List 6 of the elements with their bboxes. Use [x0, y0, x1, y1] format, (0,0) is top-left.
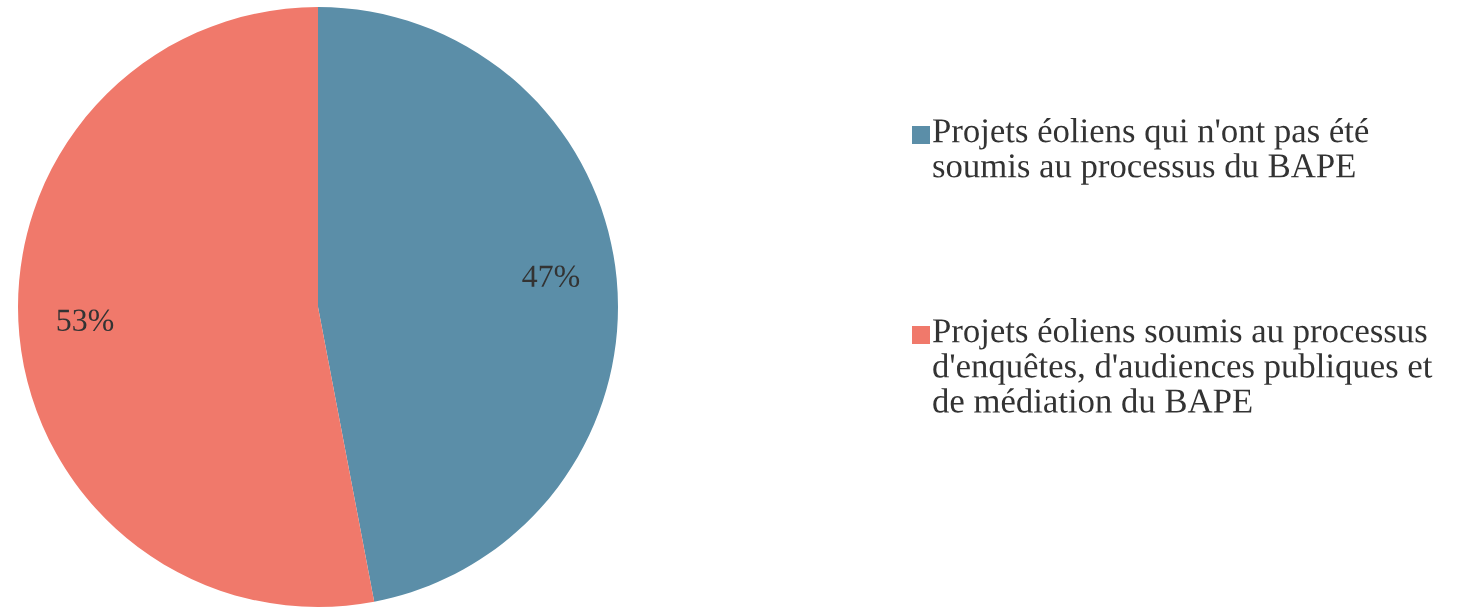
pie-slice: [318, 7, 618, 602]
data-label: 47%: [522, 265, 580, 288]
data-label: 53%: [57, 309, 114, 332]
pie-slice: [18, 7, 375, 607]
legend-label: Projets éoliens qui n'ont pas été soumis au processus du BAPE: [933, 118, 1369, 185]
legend-label: Projets éoliens soumis au processus d'enquêtes, d'audiences publiques et de médiation du BAPE: [933, 318, 1433, 413]
